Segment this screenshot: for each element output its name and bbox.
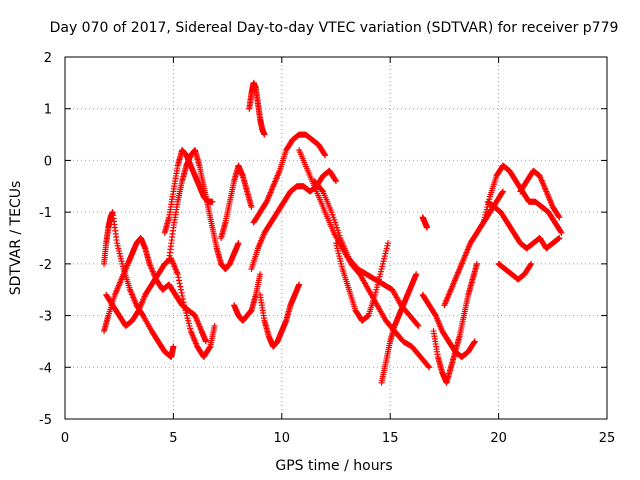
data-point xyxy=(322,152,329,159)
series-arc-7 xyxy=(246,79,268,138)
series-arc-17 xyxy=(419,291,478,360)
data-point xyxy=(558,229,565,236)
series-arc-11 xyxy=(257,281,303,350)
data-point xyxy=(235,240,242,247)
y-tick-label: 0 xyxy=(44,154,52,169)
series-arc-15 xyxy=(378,271,420,386)
y-tick-label: 1 xyxy=(44,103,52,118)
series-arc-16 xyxy=(419,214,431,231)
data-point xyxy=(178,289,185,296)
data-point xyxy=(499,189,506,196)
data-point xyxy=(528,260,535,267)
x-tick-label: 10 xyxy=(274,431,291,446)
data-point xyxy=(415,322,422,329)
data-point xyxy=(426,364,433,371)
data-point xyxy=(557,228,564,235)
y-tick-label: -3 xyxy=(39,310,52,325)
y-tick-label: -1 xyxy=(39,206,52,221)
data-point xyxy=(333,178,339,185)
data-point xyxy=(499,188,506,195)
data-point xyxy=(176,277,183,284)
data-point xyxy=(257,271,264,278)
series-arc-6 xyxy=(218,162,255,241)
x-tick-label: 5 xyxy=(169,431,177,446)
y-tick-label: -2 xyxy=(39,258,52,273)
data-point xyxy=(556,214,563,221)
data-point xyxy=(473,260,480,267)
data-point xyxy=(385,240,392,247)
data-point xyxy=(424,224,431,231)
data-point xyxy=(180,299,187,306)
series-arc-10 xyxy=(248,167,339,273)
axis-ticks xyxy=(64,56,608,420)
data-point xyxy=(555,213,562,220)
x-tick-label: 0 xyxy=(61,431,69,446)
series-arc-22 xyxy=(495,260,535,283)
data-point xyxy=(177,283,184,290)
data-point xyxy=(261,131,268,138)
data-point xyxy=(321,151,328,158)
data-point xyxy=(202,338,209,345)
series-arc-21 xyxy=(484,198,563,252)
data-point xyxy=(413,271,420,278)
x-tick-labels: 0 5 10 15 20 25 xyxy=(61,431,615,446)
plot-frame xyxy=(64,56,608,420)
data-point xyxy=(248,203,255,210)
x-tick-label: 15 xyxy=(382,431,399,446)
data-point xyxy=(177,286,184,293)
data-point xyxy=(296,281,303,288)
x-tick-label: 25 xyxy=(599,431,616,446)
data-point xyxy=(175,274,182,281)
data-point xyxy=(179,292,186,299)
series-arc-5 xyxy=(161,147,216,236)
series-arc-20 xyxy=(480,162,565,236)
data-point xyxy=(332,177,339,184)
data-point xyxy=(209,198,216,205)
y-axis-title: SDTVAR / TECUs xyxy=(8,181,24,296)
chart-title: Day 070 of 2017, Sidereal Day-to-day VTE… xyxy=(50,20,619,36)
data-point xyxy=(176,280,183,287)
series-arc-14 xyxy=(333,240,392,324)
data-point xyxy=(319,187,326,194)
data-point xyxy=(471,338,478,345)
series-arc-18 xyxy=(430,260,480,386)
series-arc-19 xyxy=(441,188,506,309)
y-tick-labels: -5 -4 -3 -2 -1 0 1 2 xyxy=(39,51,52,428)
data-point xyxy=(414,321,421,328)
series-arc-23 xyxy=(517,167,563,221)
data-point xyxy=(170,343,177,350)
data-point xyxy=(211,322,218,329)
x-axis-title: GPS time / hours xyxy=(275,458,392,474)
data-point xyxy=(556,235,563,241)
data-point xyxy=(179,296,186,303)
data-point xyxy=(174,271,181,278)
series-arc-8 xyxy=(231,271,264,324)
data-point xyxy=(206,344,213,351)
data-points xyxy=(101,79,565,386)
x-tick-label: 20 xyxy=(490,431,507,446)
data-point xyxy=(527,261,534,268)
y-tick-label: 2 xyxy=(44,51,52,66)
grid-lines xyxy=(65,57,607,419)
y-tick-label: -4 xyxy=(39,361,52,376)
y-tick-label: -5 xyxy=(39,413,52,428)
series-arc-9 xyxy=(250,131,329,226)
series-arc-3 xyxy=(103,255,218,360)
data-point xyxy=(425,363,432,370)
data-point xyxy=(471,339,478,346)
